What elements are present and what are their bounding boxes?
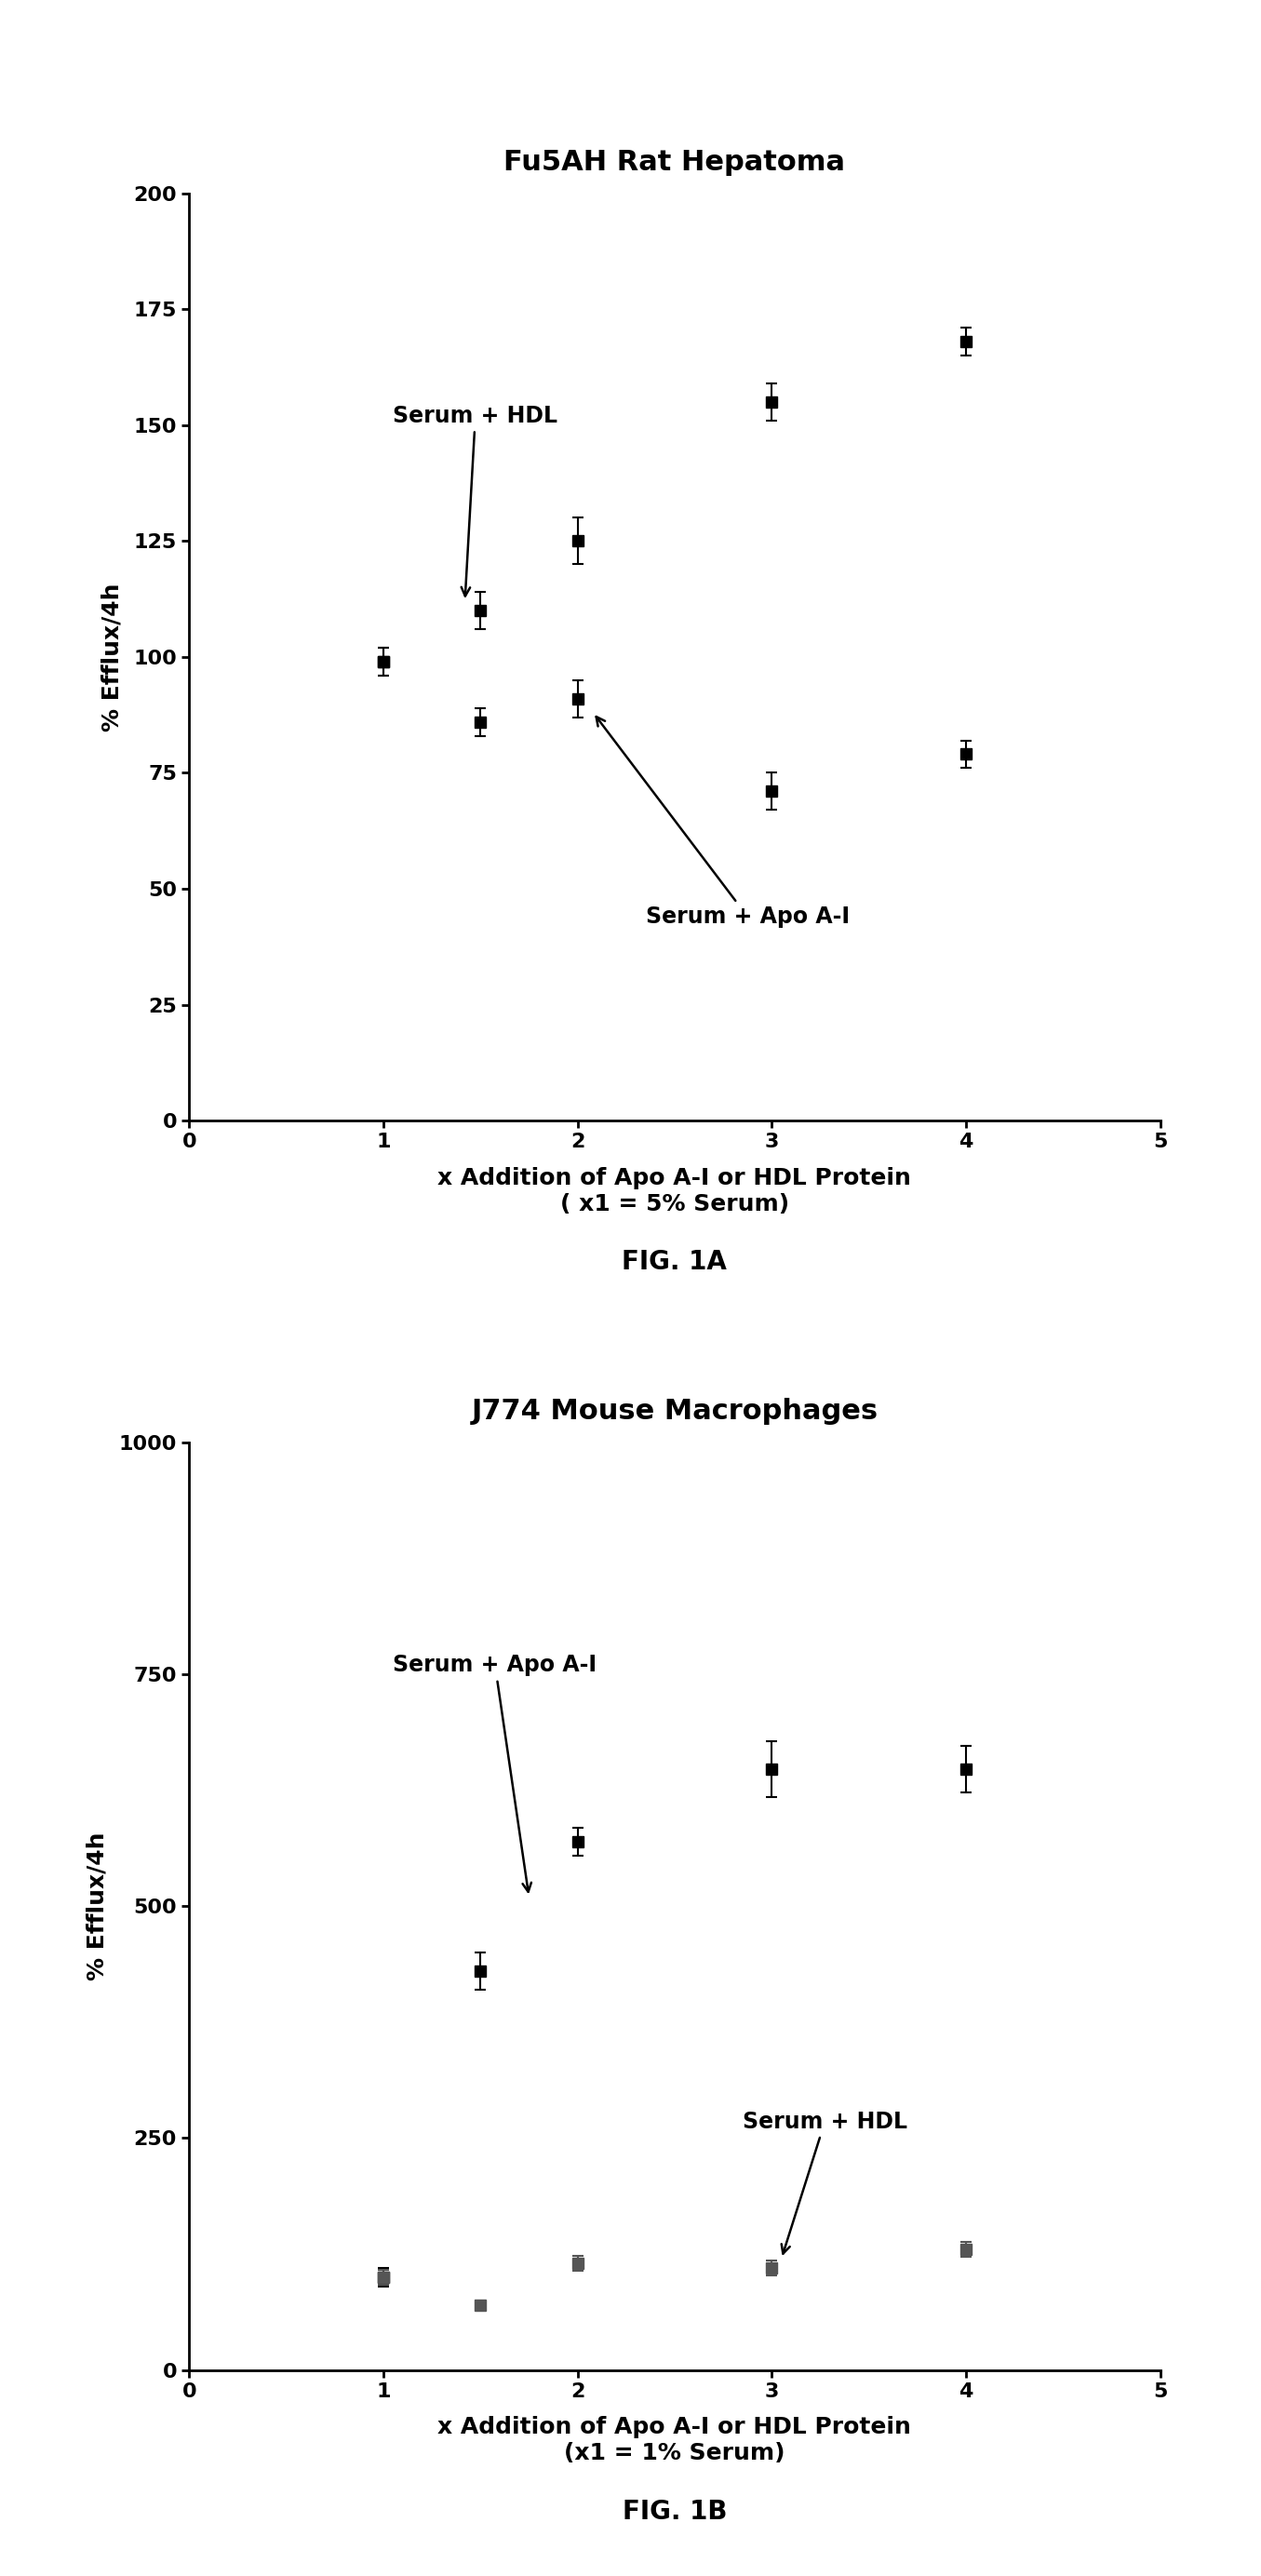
Title: J774 Mouse Macrophages: J774 Mouse Macrophages bbox=[472, 1399, 878, 1425]
Text: Serum + Apo A-I: Serum + Apo A-I bbox=[393, 1654, 596, 1891]
X-axis label: x Addition of Apo A-I or HDL Protein
( x1 = 5% Serum): x Addition of Apo A-I or HDL Protein ( x… bbox=[438, 1167, 912, 1216]
Text: FIG. 1B: FIG. 1B bbox=[622, 2499, 728, 2524]
Text: Serum + Apo A-I: Serum + Apo A-I bbox=[596, 716, 850, 927]
Text: FIG. 1A: FIG. 1A bbox=[622, 1249, 728, 1275]
Y-axis label: % Efflux/4h: % Efflux/4h bbox=[101, 582, 124, 732]
Y-axis label: % Efflux/4h: % Efflux/4h bbox=[86, 1832, 108, 1981]
Title: Fu5AH Rat Hepatoma: Fu5AH Rat Hepatoma bbox=[504, 149, 845, 175]
Text: Serum + HDL: Serum + HDL bbox=[393, 404, 557, 595]
X-axis label: x Addition of Apo A-I or HDL Protein
(x1 = 1% Serum): x Addition of Apo A-I or HDL Protein (x1… bbox=[438, 2416, 912, 2465]
Text: Serum + HDL: Serum + HDL bbox=[743, 2110, 908, 2254]
